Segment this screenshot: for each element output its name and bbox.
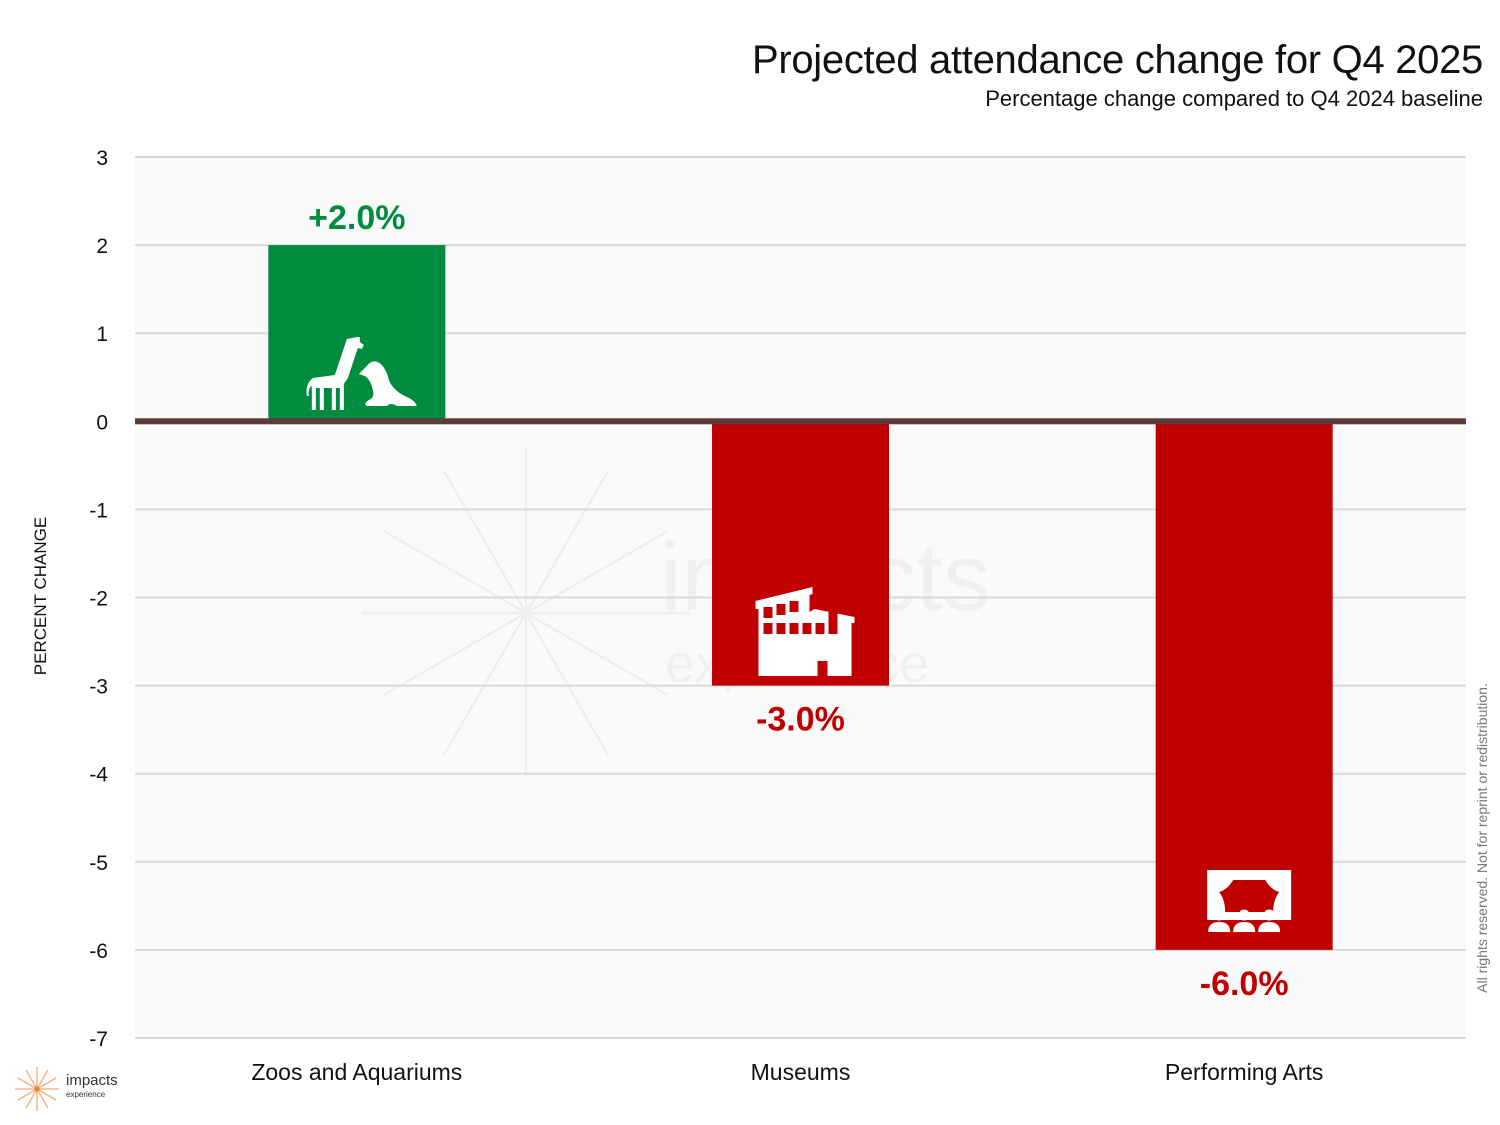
company-logo: impacts experience xyxy=(12,1064,132,1114)
bar xyxy=(1155,421,1333,950)
y-tick-label: 2 xyxy=(96,235,108,258)
window xyxy=(789,623,799,634)
museum-building-icon xyxy=(755,587,855,676)
chart-subtitle: Percentage change compared to Q4 2024 ba… xyxy=(985,86,1483,111)
y-axis-label: PERCENT CHANGE xyxy=(31,516,50,676)
watermark-star-icon xyxy=(362,449,690,777)
window xyxy=(815,623,825,634)
y-tick-label: -7 xyxy=(89,1028,108,1051)
y-tick-label: 1 xyxy=(96,323,108,346)
window xyxy=(763,623,773,634)
y-tick-label: 0 xyxy=(96,411,108,434)
x-tick-label: Museums xyxy=(751,1059,851,1085)
window xyxy=(828,612,838,623)
y-tick-label: -6 xyxy=(89,940,108,963)
bar xyxy=(268,245,446,422)
chart-title: Projected attendance change for Q4 2025 xyxy=(751,38,1483,82)
data-labels: +2.0% -3.0% -6.0% xyxy=(308,199,1288,1003)
zero-line-group xyxy=(135,418,1466,425)
zero-line xyxy=(135,418,1466,425)
y-tick-label: 3 xyxy=(96,147,108,170)
window xyxy=(828,623,838,634)
data-label: -3.0% xyxy=(756,701,845,739)
logo-tagline: experience xyxy=(66,1090,106,1099)
giraffe-seal-icon xyxy=(306,337,417,410)
y-tick-label: -1 xyxy=(89,499,108,522)
y-axis-ticks: 3 2 1 0 -1 -2 -3 -4 -5 -6 -7 xyxy=(89,147,108,1051)
y-tick-label: -4 xyxy=(89,764,108,787)
window xyxy=(776,623,786,634)
y-tick-label: -2 xyxy=(89,588,108,611)
bar-icons xyxy=(306,337,1292,932)
x-axis-ticks: Zoos and Aquariums Museums Performing Arts xyxy=(251,1059,1323,1085)
bars xyxy=(268,245,1333,950)
copyright-notice: All rights reserved. Not for reprint or … xyxy=(1474,683,1490,993)
window xyxy=(776,604,786,615)
x-tick-label: Zoos and Aquariums xyxy=(251,1059,462,1085)
window xyxy=(763,607,773,618)
y-tick-label: -3 xyxy=(89,676,108,699)
x-tick-label: Performing Arts xyxy=(1165,1059,1324,1085)
data-label: +2.0% xyxy=(308,199,405,237)
logo-name: impacts xyxy=(66,1072,118,1089)
window xyxy=(802,623,812,634)
theater-stage-icon xyxy=(1207,870,1292,932)
data-label: -6.0% xyxy=(1200,965,1289,1003)
window xyxy=(789,601,799,612)
logo-star-icon xyxy=(15,1067,59,1111)
y-tick-label: -5 xyxy=(89,852,108,875)
